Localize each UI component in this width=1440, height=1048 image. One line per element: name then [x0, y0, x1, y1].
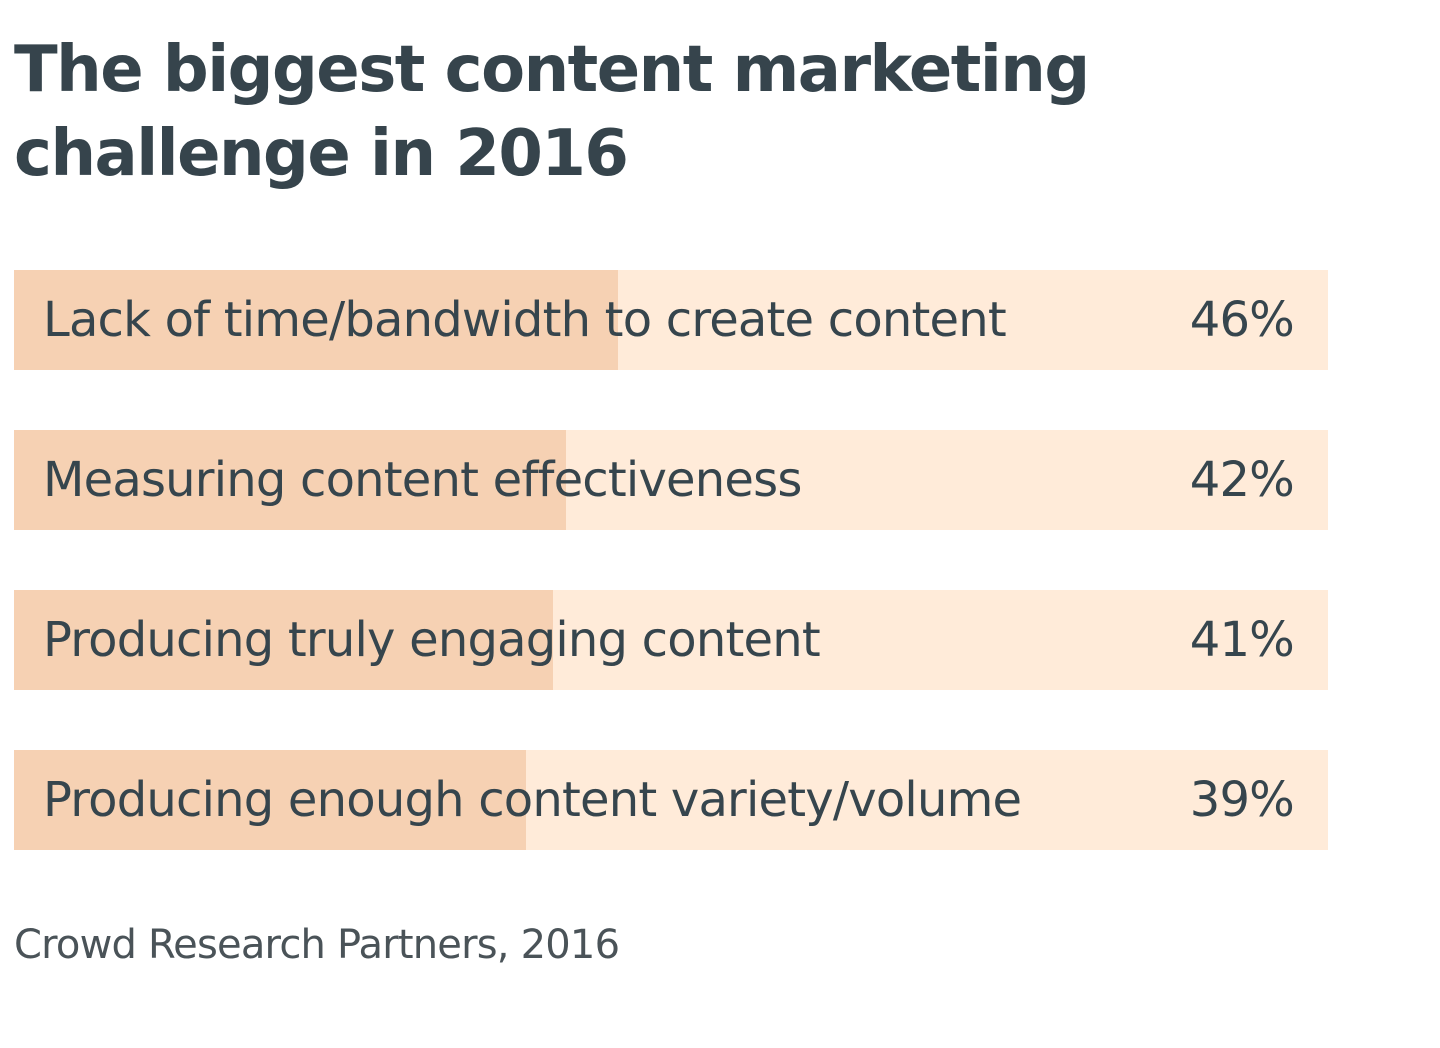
bar-row-variety-volume: Producing enough content variety/volume …: [14, 750, 1328, 850]
bar-label-variety-volume: Producing enough content variety/volume: [43, 772, 1022, 828]
bar-label-measuring-effectiveness: Measuring content effectiveness: [43, 452, 802, 508]
bar-value-engaging-content: 41%: [1189, 612, 1295, 668]
bar-value-measuring-effectiveness: 42%: [1189, 452, 1295, 508]
bar-chart: Lack of time/bandwidth to create content…: [14, 270, 1328, 910]
bar-fill-time-bandwidth: [14, 270, 618, 370]
bar-value-time-bandwidth: 46%: [1189, 292, 1295, 348]
bar-row-engaging-content: Producing truly engaging content 41%: [14, 590, 1328, 690]
bar-fill-engaging-content: [14, 590, 553, 690]
bar-label-time-bandwidth: Lack of time/bandwidth to create content: [43, 292, 1007, 348]
bar-label-engaging-content: Producing truly engaging content: [43, 612, 821, 668]
source-caption: Crowd Research Partners, 2016: [14, 922, 620, 968]
bar-value-variety-volume: 39%: [1189, 772, 1295, 828]
chart-title: The biggest content marketing challenge …: [14, 33, 1090, 191]
bar-fill-measuring-effectiveness: [14, 430, 566, 530]
bar-row-time-bandwidth: Lack of time/bandwidth to create content…: [14, 270, 1328, 370]
bar-row-measuring-effectiveness: Measuring content effectiveness 42%: [14, 430, 1328, 530]
bar-fill-variety-volume: [14, 750, 526, 850]
